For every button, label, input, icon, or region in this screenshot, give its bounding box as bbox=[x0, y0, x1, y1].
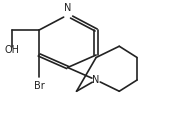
Text: Br: Br bbox=[34, 81, 44, 91]
Text: OH: OH bbox=[5, 45, 20, 55]
Text: N: N bbox=[92, 75, 100, 85]
Text: N: N bbox=[64, 3, 71, 13]
